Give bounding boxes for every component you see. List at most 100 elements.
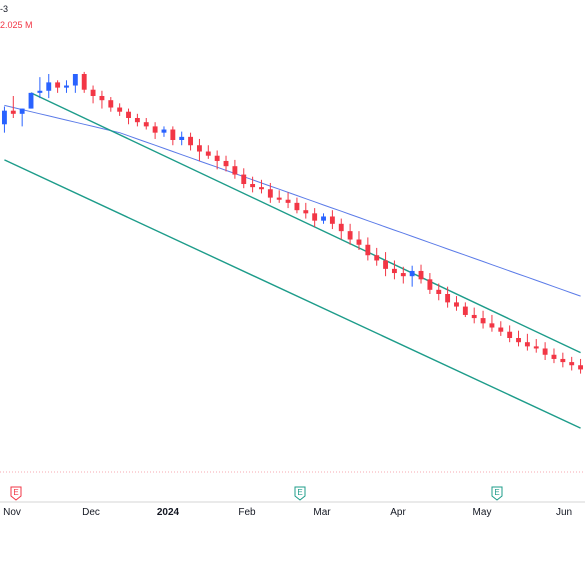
event-badge-shape bbox=[491, 486, 503, 501]
candle-body bbox=[312, 213, 318, 221]
candle-body bbox=[445, 294, 451, 303]
candle bbox=[117, 103, 123, 116]
candle-body bbox=[551, 354, 557, 359]
candle-body bbox=[267, 189, 273, 198]
candle bbox=[276, 190, 282, 203]
candle-body bbox=[578, 365, 584, 370]
candle bbox=[152, 122, 158, 139]
candle bbox=[108, 97, 114, 112]
candle bbox=[507, 325, 513, 343]
event-badge-shape bbox=[10, 486, 22, 501]
candle bbox=[391, 260, 397, 280]
candle-body bbox=[374, 255, 380, 261]
candle bbox=[303, 202, 309, 219]
candle-body bbox=[117, 107, 123, 112]
candle bbox=[143, 118, 149, 130]
candle bbox=[347, 223, 353, 245]
ma-layer bbox=[4, 104, 581, 297]
candle-body bbox=[19, 108, 25, 114]
candle-body bbox=[454, 302, 459, 307]
candle bbox=[516, 330, 521, 347]
candle bbox=[161, 126, 167, 137]
candle bbox=[205, 145, 211, 159]
candle-body bbox=[418, 270, 424, 280]
candle-body bbox=[99, 96, 105, 101]
x-tick-label: Nov bbox=[3, 507, 21, 518]
x-tick-label: Feb bbox=[238, 507, 256, 518]
candles-layer bbox=[1, 71, 584, 374]
candle-body bbox=[64, 85, 69, 88]
candle-body bbox=[152, 126, 158, 133]
trendline-1 bbox=[30, 92, 581, 354]
candle bbox=[285, 192, 291, 209]
candle-body bbox=[462, 306, 468, 315]
candle-body bbox=[365, 244, 371, 256]
candle bbox=[37, 77, 43, 99]
candle bbox=[418, 264, 424, 284]
candle bbox=[551, 348, 557, 364]
candle bbox=[480, 310, 486, 329]
candle-body bbox=[28, 92, 34, 109]
candle-body bbox=[108, 100, 114, 108]
candle bbox=[321, 213, 326, 224]
earnings-event-marker[interactable]: E bbox=[10, 486, 22, 501]
candle bbox=[454, 296, 459, 311]
candle-body bbox=[285, 199, 291, 203]
candle-body bbox=[232, 166, 238, 175]
candle-body bbox=[81, 74, 87, 90]
trendline-2 bbox=[4, 159, 581, 429]
candle bbox=[374, 247, 380, 266]
candle-body bbox=[196, 145, 202, 152]
candle bbox=[329, 210, 335, 230]
event-badge-label: E bbox=[297, 488, 302, 497]
trendline-layer bbox=[4, 92, 581, 429]
candle-body bbox=[294, 202, 300, 211]
candle-body bbox=[480, 318, 486, 324]
candle-body bbox=[241, 174, 247, 184]
candle-body bbox=[436, 289, 442, 294]
x-tick-label: Apr bbox=[390, 507, 406, 518]
candle-body bbox=[276, 197, 282, 200]
candle-body bbox=[179, 136, 185, 140]
candle bbox=[383, 252, 389, 277]
candle-body bbox=[90, 89, 96, 96]
candle bbox=[471, 307, 477, 324]
symbol-fragment: -3 bbox=[0, 4, 9, 14]
candle bbox=[170, 126, 176, 146]
candle bbox=[214, 150, 220, 170]
candle bbox=[578, 358, 584, 374]
candle bbox=[188, 132, 194, 151]
x-tick-label: Mar bbox=[313, 507, 331, 518]
candle-body bbox=[321, 216, 326, 221]
dividend-event-marker[interactable]: E bbox=[294, 486, 306, 501]
candle bbox=[179, 131, 185, 146]
candle bbox=[99, 90, 105, 109]
event-badge-label: E bbox=[13, 488, 18, 497]
candle-body bbox=[55, 82, 61, 88]
candle bbox=[445, 286, 451, 308]
candle-body bbox=[250, 184, 256, 188]
candle-body bbox=[259, 187, 264, 190]
candle bbox=[338, 218, 344, 240]
candle bbox=[542, 342, 548, 360]
candle-body bbox=[37, 90, 43, 93]
candle-body bbox=[170, 129, 176, 140]
candle bbox=[1, 106, 7, 133]
candle bbox=[241, 168, 247, 189]
candle bbox=[462, 302, 468, 318]
candle bbox=[134, 113, 140, 127]
candle-body bbox=[383, 260, 389, 269]
candle bbox=[400, 266, 406, 284]
dividend-event-marker[interactable]: E bbox=[491, 486, 503, 501]
candle-body bbox=[46, 82, 52, 91]
candle-body bbox=[10, 110, 16, 114]
moving-average-line bbox=[4, 104, 581, 297]
candle bbox=[196, 138, 202, 161]
candle bbox=[356, 231, 362, 250]
candle bbox=[427, 273, 433, 294]
candle-body bbox=[409, 270, 415, 277]
candle-body bbox=[471, 314, 477, 319]
candle-body bbox=[489, 323, 495, 328]
